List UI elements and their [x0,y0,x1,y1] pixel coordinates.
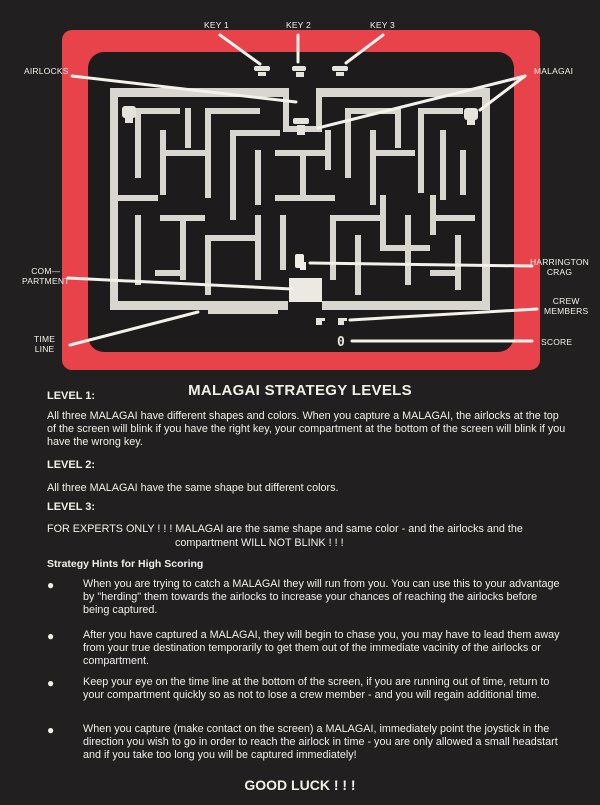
key-2-sprite [292,66,306,77]
label-airlocks: AIRLOCKS [24,66,69,76]
bullet-4-icon: ● [47,723,55,737]
level-3-text-line2: compartment WILL NOT BLINK ! ! ! [175,537,344,549]
compartment-leader [66,276,294,291]
label-crew-members: CREW MEMBERS [544,296,589,316]
bullet-2-icon: ● [47,629,55,643]
label-time-line: TIME LINE [34,334,56,354]
label-compartment: COM— PARTMENT [22,266,70,286]
crew-members-sprites [316,318,347,325]
malagai-center-sprite [293,118,309,135]
game-screen-diagram: 0 [62,30,540,370]
malagai-left-sprite [122,106,136,123]
document-title: MALAGAI STRATEGY LEVELS [188,382,412,399]
score-value: 0 [337,335,345,350]
bullet-3-icon: ● [47,676,55,690]
level-3-text-line1: FOR EXPERTS ONLY ! ! ! MALAGAI are the s… [47,523,523,535]
malagai-leader-a [316,74,527,130]
timeline-leader [68,310,200,347]
label-key-1: KEY 1 [204,20,229,30]
harrington-leader [308,261,534,268]
label-key-2: KEY 2 [286,20,311,30]
malagai-right-sprite [464,108,478,125]
hint-2-text: After you have captured a MALAGAI, they … [83,629,560,667]
maze [110,88,490,310]
key-3-sprite [332,66,348,76]
crew-leader [348,307,539,322]
level-1-text: All three MALAGAI have different shapes … [47,410,566,448]
label-score: SCORE [541,337,573,347]
key-1-sprite [254,66,270,76]
label-harrington-crag: HARRINGTON CRAG [530,257,589,277]
malagai-leader-b [478,74,527,112]
level-3-heading: LEVEL 3: [47,501,96,513]
bullet-1-icon: ● [47,578,55,592]
time-line [208,310,278,314]
closing-good-luck: GOOD LUCK ! ! ! [244,777,356,793]
harrington-crag-sprite [295,254,306,270]
level-1-heading: LEVEL 1: [47,390,96,402]
label-malagai: MALAGAI [534,66,574,76]
level-2-heading: LEVEL 2: [47,459,96,471]
airlocks-leader [70,74,298,104]
key1-leader [218,33,262,66]
level-2-text: All three MALAGAI have the same shape bu… [47,482,339,494]
key3-leader [344,33,385,65]
hint-3-text: Keep your eye on the time line at the bo… [83,676,550,701]
hint-4-text: When you capture (make contact on the sc… [83,723,558,761]
hint-1-text: When you are trying to catch a MALAGAI t… [83,578,560,616]
label-key-3: KEY 3 [370,20,395,30]
hints-heading: Strategy Hints for High Scoring [47,558,204,570]
compartment [289,278,322,302]
